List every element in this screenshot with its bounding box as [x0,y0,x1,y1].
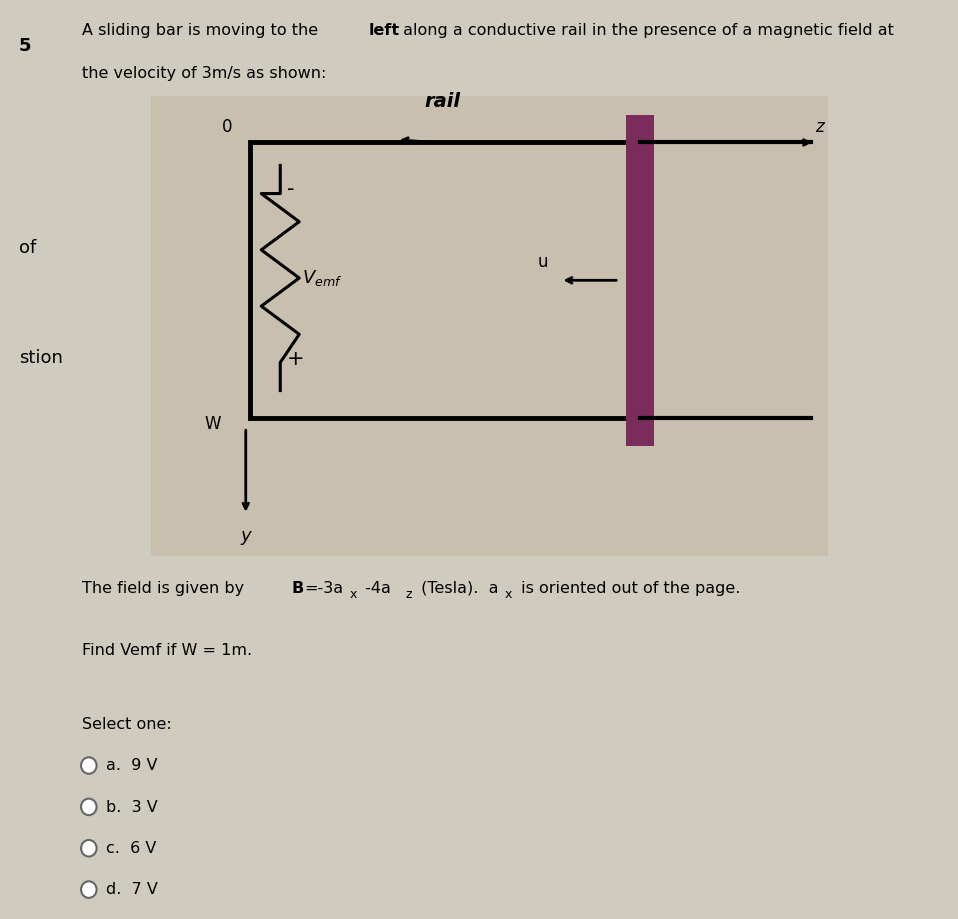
Circle shape [81,881,97,898]
Text: is oriented out of the page.: is oriented out of the page. [515,581,740,596]
Text: B: B [291,581,304,596]
Text: z: z [405,588,412,601]
Text: b.  3 V: b. 3 V [106,800,158,814]
Text: -: - [287,179,295,199]
Text: stion: stion [19,349,63,368]
Text: u: u [538,253,549,271]
Text: Find Vemf if W = 1m.: Find Vemf if W = 1m. [82,643,252,658]
Text: 5: 5 [19,37,32,55]
Circle shape [81,840,97,857]
Text: The field is given by: The field is given by [82,581,249,596]
Text: =-3a: =-3a [305,581,344,596]
Text: rail: rail [424,92,461,111]
Bar [626,115,653,446]
Text: along a conductive rail in the presence of a magnetic field at: along a conductive rail in the presence … [398,23,894,38]
Text: left: left [368,23,399,38]
Text: z: z [815,118,824,136]
Bar [250,142,638,418]
Text: Select one:: Select one: [82,717,171,732]
Circle shape [81,757,97,774]
Text: d.  7 V: d. 7 V [106,882,158,897]
Text: 0: 0 [222,118,233,136]
Text: x: x [350,588,356,601]
Text: a.  9 V: a. 9 V [106,758,157,773]
Text: $V_{emf}$: $V_{emf}$ [302,268,342,288]
Text: A sliding bar is moving to the: A sliding bar is moving to the [82,23,323,38]
Text: x: x [505,588,512,601]
Text: +: + [287,349,305,369]
Text: the velocity of 3m/s as shown:: the velocity of 3m/s as shown: [82,66,327,81]
Text: y: y [240,527,251,545]
Text: (Tesla).  a: (Tesla). a [417,581,499,596]
Text: W: W [204,415,220,434]
Text: -4a: -4a [360,581,391,596]
Text: of: of [19,239,36,257]
Bar [151,96,828,556]
Text: c.  6 V: c. 6 V [106,841,156,856]
Circle shape [81,799,97,815]
